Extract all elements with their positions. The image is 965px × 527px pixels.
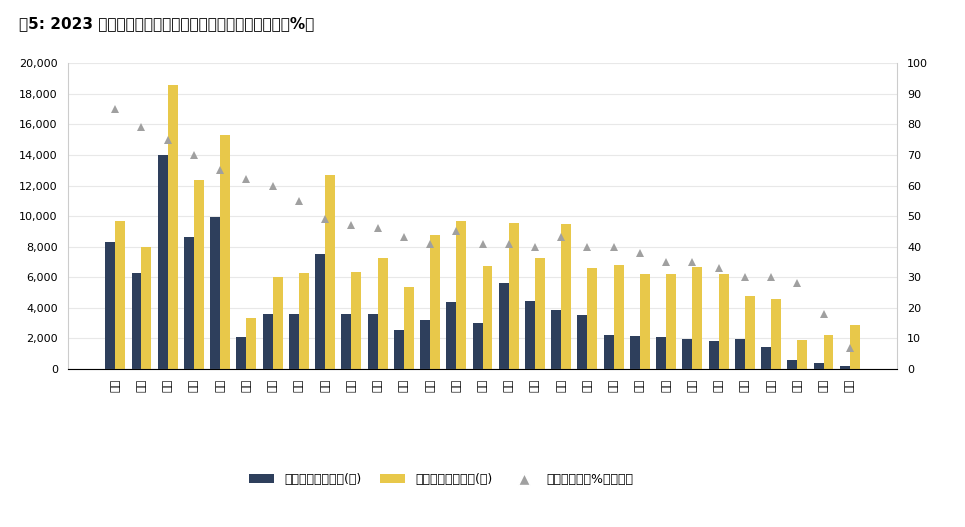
Bar — [482, 266, 492, 369]
Bar — [840, 366, 850, 369]
Bar — [194, 180, 204, 369]
Bar — [813, 363, 823, 369]
Bar — [131, 273, 142, 369]
Bar — [525, 301, 535, 369]
Bar — [551, 310, 562, 369]
Bar — [210, 217, 220, 369]
Bar — [377, 258, 388, 369]
Bar — [157, 154, 168, 369]
Bar — [708, 340, 719, 369]
Bar — [604, 335, 614, 369]
Bar — [420, 320, 430, 369]
Bar — [446, 302, 456, 369]
Bar — [640, 274, 649, 369]
Bar — [473, 323, 482, 369]
Bar — [142, 247, 152, 369]
Bar — [430, 235, 440, 369]
Bar — [351, 272, 361, 369]
Bar — [289, 314, 299, 369]
Bar — [630, 336, 640, 369]
Bar — [577, 315, 588, 369]
Bar — [105, 242, 115, 369]
Bar — [220, 135, 230, 369]
Bar — [614, 266, 623, 369]
Bar — [535, 258, 545, 369]
Bar — [850, 325, 860, 369]
Bar — [735, 339, 745, 369]
Bar — [299, 273, 309, 369]
Bar — [656, 337, 666, 369]
Bar — [771, 299, 781, 369]
Bar — [562, 224, 571, 369]
Bar — [797, 340, 808, 369]
Bar — [509, 223, 519, 369]
Bar — [588, 268, 597, 369]
Bar — [719, 274, 729, 369]
Bar — [246, 318, 257, 369]
Bar — [273, 277, 283, 369]
Legend: 一般公共预算收入(亿), 一般公共预算支出(亿), 财政自给率（%，右轴）: 一般公共预算收入(亿), 一般公共预算支出(亿), 财政自给率（%，右轴） — [244, 468, 638, 491]
Bar — [325, 175, 335, 369]
Bar — [115, 221, 125, 369]
Bar — [682, 339, 692, 369]
Bar — [316, 253, 325, 369]
Bar — [236, 337, 246, 369]
Bar — [787, 360, 797, 369]
Bar — [262, 314, 273, 369]
Bar — [761, 347, 771, 369]
Bar — [184, 237, 194, 369]
Bar — [368, 314, 377, 369]
Text: 图5: 2023 年全国各省市地方财政收支情况（单位：亿元；%）: 图5: 2023 年全国各省市地方财政收支情况（单位：亿元；%） — [19, 16, 315, 31]
Bar — [745, 296, 755, 369]
Bar — [342, 314, 351, 369]
Bar — [394, 330, 403, 369]
Bar — [823, 335, 834, 369]
Bar — [499, 283, 509, 369]
Bar — [168, 84, 178, 369]
Bar — [456, 221, 466, 369]
Bar — [403, 287, 414, 369]
Bar — [666, 274, 676, 369]
Bar — [692, 267, 703, 369]
